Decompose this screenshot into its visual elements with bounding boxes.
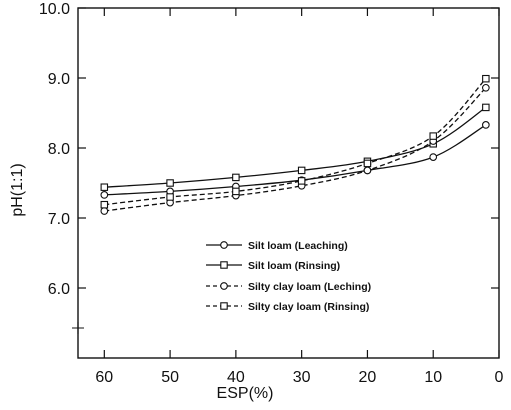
series-4-point-5 — [363, 159, 372, 168]
y-axis-tick-labels: 6.0 7.0 8.0 9.0 10.0 — [39, 1, 70, 298]
series-4 — [100, 74, 490, 209]
series-line-1 — [104, 124, 487, 196]
series-2-point-3 — [232, 173, 240, 182]
legend-item-1: Silt loam (Leaching) — [206, 240, 348, 252]
x-axis-tick-labels: 60 50 40 30 20 10 0 — [95, 369, 503, 386]
legend-item-4: Silty clay loam (Rinsing) — [206, 301, 369, 313]
y-tick-label: 10.0 — [39, 1, 70, 18]
y-tick-label: 7.0 — [48, 211, 70, 228]
legend-marker-3 — [220, 282, 228, 290]
legend-label-1: Silt loam (Leaching) — [248, 240, 348, 252]
x-tick-label: 40 — [227, 369, 245, 386]
series-line-2 — [104, 106, 487, 188]
y-tick-label: 8.0 — [48, 141, 70, 158]
y-axis-title: pH(1:1) — [9, 163, 26, 216]
legend-label-4: Silty clay loam (Rinsing) — [248, 301, 369, 313]
series-3-point-1 — [100, 207, 109, 215]
y-tick-label: 6.0 — [48, 281, 70, 298]
x-tick-label: 60 — [95, 369, 113, 386]
series-layer — [100, 74, 490, 215]
series-4-point-3 — [232, 187, 240, 196]
legend-label-3: Silty clay loam (Leching) — [248, 281, 371, 293]
series-4-point-7 — [482, 74, 490, 83]
series-4-point-4 — [297, 177, 306, 185]
x-tick-label: 50 — [161, 369, 179, 386]
series-2-point-2 — [166, 179, 174, 187]
legend: Silt loam (Leaching) Silt loam (Rinsing) S… — [206, 240, 371, 313]
series-4-point-1 — [100, 200, 109, 209]
x-tick-label: 20 — [359, 369, 377, 386]
series-2-point-1 — [100, 183, 109, 191]
x-axis-ticks — [103, 8, 500, 358]
series-3-point-5 — [363, 166, 372, 175]
x-tick-label: 30 — [293, 369, 311, 386]
legend-label-2: Silt loam (Rinsing) — [248, 260, 340, 272]
series-4-point-2 — [166, 193, 174, 201]
series-4-point-6 — [429, 132, 437, 140]
series-1-point-1 — [100, 191, 109, 199]
legend-item-2: Silt loam (Rinsing) — [206, 260, 340, 272]
legend-marker-4 — [220, 302, 228, 310]
left-axis-arrow-marker — [72, 322, 84, 334]
plot-frame — [77, 7, 500, 359]
series-2 — [100, 103, 490, 191]
legend-marker-2 — [220, 261, 228, 269]
series-1-point-7 — [481, 121, 490, 129]
y-tick-label: 9.0 — [48, 71, 70, 88]
x-tick-label: 0 — [495, 369, 504, 386]
legend-marker-1 — [220, 241, 228, 249]
y-axis-ticks — [78, 7, 499, 289]
series-2-point-4 — [297, 166, 306, 175]
series-1-point-6 — [429, 153, 438, 161]
x-axis-title: ESP(%) — [217, 385, 274, 402]
legend-item-3: Silty clay loam (Leching) — [206, 281, 371, 293]
series-line-4 — [104, 78, 487, 206]
x-tick-label: 10 — [424, 369, 442, 386]
series-3 — [100, 83, 490, 215]
series-3-point-7 — [481, 83, 490, 92]
plot-area-border — [77, 7, 500, 359]
series-2-point-7 — [482, 103, 490, 112]
